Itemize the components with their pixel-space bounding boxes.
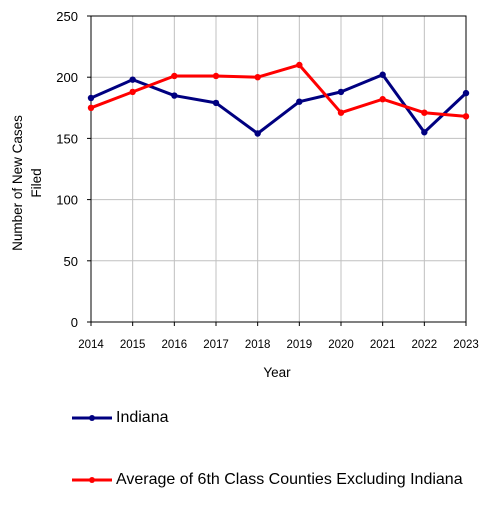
x-tick-label: 2016 [162, 339, 188, 351]
x-tick-label: 2023 [453, 339, 479, 351]
data-point [296, 98, 303, 105]
x-tick-label: 2020 [328, 339, 354, 351]
data-point [212, 72, 220, 80]
data-point [337, 88, 345, 96]
data-point [254, 74, 261, 81]
y-axis-label-line-1: Number of New Cases [10, 115, 25, 251]
x-tick-label: 2017 [203, 339, 229, 351]
data-point [87, 94, 95, 102]
legend-label-indiana: Indiana [116, 409, 169, 426]
data-point [87, 104, 95, 112]
data-point [462, 113, 470, 120]
series-line-1 [90, 73, 468, 136]
x-axis: 2014 2015 2016 2017 2018 2019 2020 2021 2022 2023 [78, 322, 479, 351]
data-point [337, 109, 345, 116]
plot-area [90, 15, 467, 323]
x-tick-label: 2015 [120, 339, 146, 351]
y-tick-label: 150 [56, 131, 78, 146]
data-point [462, 89, 470, 97]
y-tick-label: 100 [56, 193, 78, 208]
legend-label-average: Average of 6th Class Counties Excluding … [116, 471, 463, 488]
legend-swatch-indiana [72, 415, 112, 421]
y-axis-label-line-2: Filed [29, 168, 44, 197]
legend: Indiana Average of 6th Class Counties Ex… [72, 408, 492, 508]
y-tick-label: 250 [56, 9, 78, 24]
series-line-2 [90, 63, 467, 118]
x-tick-label: 2021 [370, 339, 396, 351]
data-point [421, 109, 428, 116]
data-point [129, 76, 136, 83]
x-axis-label: Year [263, 365, 291, 380]
data-point [379, 71, 386, 78]
x-tick-label: 2019 [287, 339, 313, 351]
grid-lines [90, 15, 467, 323]
data-point [212, 99, 220, 107]
y-tick-label: 50 [64, 254, 78, 269]
data-point [171, 92, 178, 99]
y-tick-label: 200 [56, 70, 78, 85]
data-point [379, 96, 386, 103]
legend-swatch-average [72, 477, 112, 483]
x-tick-label: 2022 [412, 339, 438, 351]
data-point [421, 129, 428, 136]
y-tick-label: 0 [71, 315, 78, 330]
data-point [129, 88, 136, 96]
line-chart: 0 50 100 150 200 250 2014 2015 2016 2017 2018 2019… [10, 9, 479, 380]
series-group [87, 61, 470, 137]
x-tick-label: 2014 [78, 339, 104, 351]
data-point [254, 130, 261, 137]
data-point [296, 61, 303, 69]
y-axis: 0 50 100 150 200 250 [56, 9, 91, 330]
x-tick-label: 2018 [245, 339, 271, 351]
data-point [171, 72, 178, 80]
